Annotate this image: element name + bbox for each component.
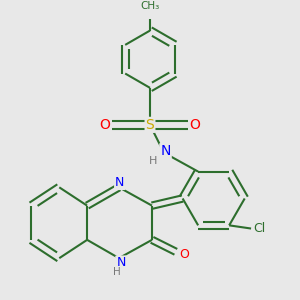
Text: O: O xyxy=(190,118,200,132)
Text: Cl: Cl xyxy=(254,222,266,235)
Text: CH₃: CH₃ xyxy=(140,1,160,11)
Text: N: N xyxy=(115,176,124,189)
Text: S: S xyxy=(146,118,154,132)
Text: N: N xyxy=(116,256,126,269)
Text: O: O xyxy=(100,118,110,132)
Text: O: O xyxy=(180,248,190,262)
Text: H: H xyxy=(113,267,121,277)
Text: H: H xyxy=(148,157,157,166)
Text: N: N xyxy=(160,144,171,158)
